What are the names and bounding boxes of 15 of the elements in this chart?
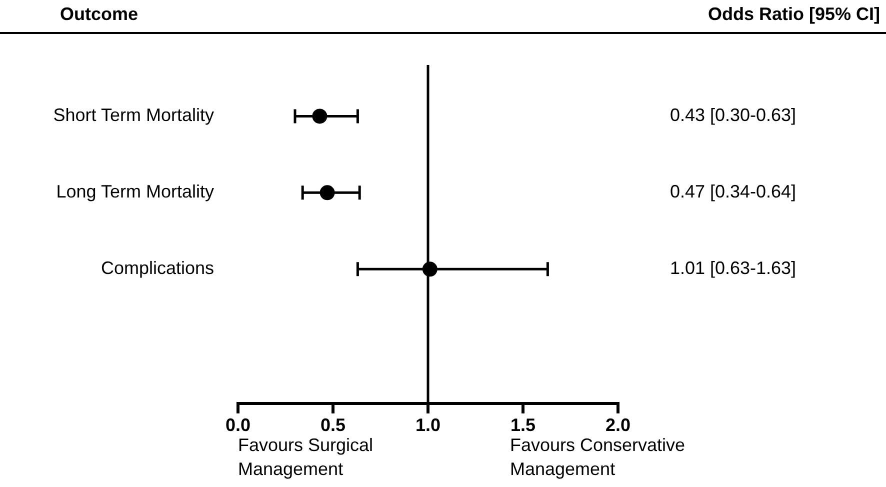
y-tick-label: Short Term Mortality — [53, 105, 214, 126]
y-tick-label: Long Term Mortality — [56, 182, 214, 202]
data-label: 0.43 [0.30-0.63] — [670, 105, 796, 126]
data-label: 1.01 [0.63-1.63] — [670, 258, 796, 278]
x-tick-label: 0.0 — [225, 415, 251, 436]
y-tick-label: Complications — [100, 258, 214, 278]
text: Favours Surgical Management — [238, 434, 374, 481]
x-tick-label: 1.5 — [510, 415, 536, 436]
text: Odds Ratio [95% CI] — [708, 4, 880, 25]
x-tick-label: 1.0 — [415, 415, 441, 436]
text: Favours Conservative Management — [510, 434, 686, 481]
data-label: 0.47 [0.34-0.64] — [670, 182, 796, 202]
x-tick-label: 2.0 — [605, 415, 631, 436]
x-tick-label: 0.5 — [320, 415, 346, 436]
y-axis-title: Outcome — [60, 4, 138, 25]
